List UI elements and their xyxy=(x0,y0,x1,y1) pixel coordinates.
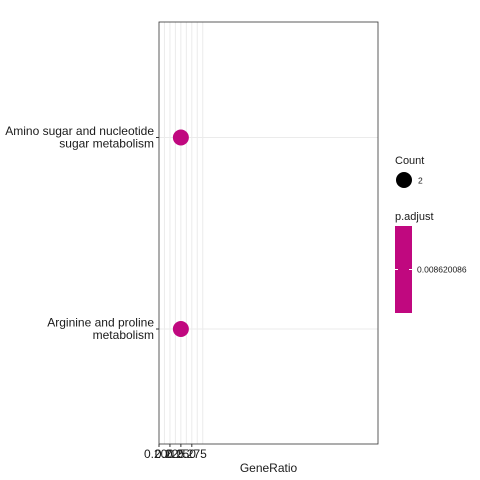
category-label-line: Arginine and proline xyxy=(47,316,154,330)
data-points xyxy=(172,129,189,337)
category-label: Amino sugar and nucleotide sugar metaboli… xyxy=(5,124,154,151)
legend-padjust-value: 0.008620086 xyxy=(417,265,467,275)
x-tick-label: 0.225 xyxy=(155,447,185,461)
grid-layer xyxy=(159,22,378,444)
legend-count-key xyxy=(396,172,412,188)
x-axis-title: GeneRatio xyxy=(240,461,298,475)
category-label-line: metabolism xyxy=(93,328,154,342)
x-tick-label: 0.250 xyxy=(166,447,196,461)
data-point xyxy=(172,129,189,146)
legend-count-value: 2 xyxy=(418,176,423,186)
legend: Count 2 p.adjust 0.008620086 xyxy=(395,155,467,313)
category-labels: Amino sugar and nucleotide sugar metaboli… xyxy=(5,124,159,342)
category-label-line: sugar metabolism xyxy=(59,137,154,151)
legend-padjust-title: p.adjust xyxy=(395,211,434,223)
legend-count-title: Count xyxy=(395,155,424,167)
data-point xyxy=(172,321,189,337)
x-tick-label: 0.200 xyxy=(144,447,174,461)
plot-panel xyxy=(158,21,379,445)
category-label: Arginine and proline metabolism xyxy=(47,316,154,343)
legend-colorbar xyxy=(395,226,412,313)
x-tick-label: 0.275 xyxy=(177,447,207,461)
category-label-line: Amino sugar and nucleotide xyxy=(5,124,154,138)
